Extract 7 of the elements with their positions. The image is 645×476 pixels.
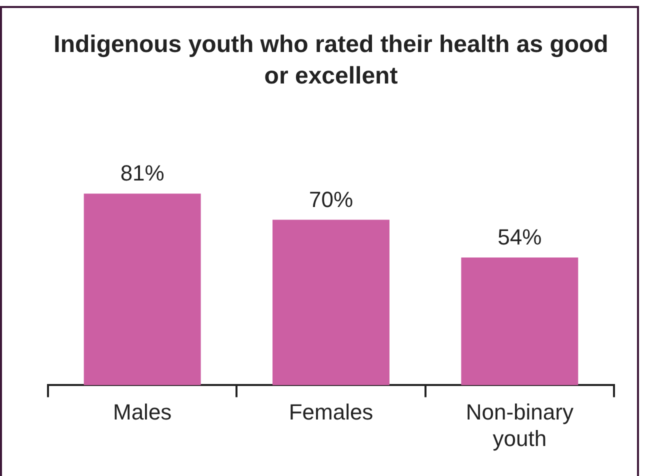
- x-tick-label: Males: [112, 399, 172, 424]
- data-label: 70%: [308, 186, 354, 212]
- data-label: 81%: [120, 160, 164, 186]
- chart-title: Indigenous youth who rated their health as good or excellent: [54, 31, 608, 90]
- x-tick-label: Non-binary youth: [466, 399, 574, 451]
- x-tick-label: Females: [288, 399, 374, 424]
- data-label: 54%: [498, 224, 542, 250]
